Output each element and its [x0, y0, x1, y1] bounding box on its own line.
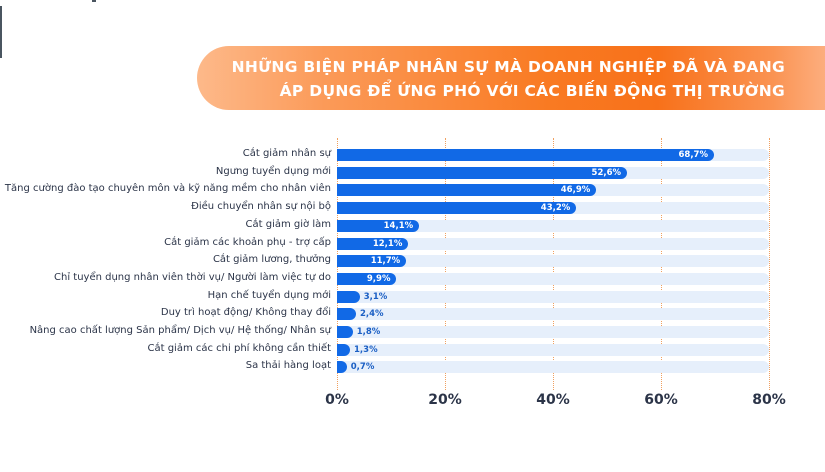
bar-row: Ngưng tuyển dụng mới 52,6% [0, 165, 825, 180]
title-banner: NHỮNG BIỆN PHÁP NHÂN SỰ MÀ DOANH NGHIỆP … [197, 46, 825, 110]
x-axis-tick-label: 0% [325, 392, 349, 408]
value-label: 46,9% [560, 185, 591, 196]
bar-row: Nâng cao chất lượng Sản phẩm/ Dịch vụ/ H… [0, 325, 825, 339]
value-label: 43,2% [540, 203, 571, 214]
bar-row: Điều chuyển nhân sự nội bộ 43,2% [0, 201, 825, 215]
bar-row: Cắt giảm các khoản phụ - trợ cấp 12,1% [0, 236, 825, 251]
category-label: Duy trì hoạt động/ Không thay đổi [160, 307, 331, 319]
bar [337, 326, 353, 338]
title-line-2: ÁP DỤNG ĐỂ ỨNG PHÓ VỚI CÁC BIẾN ĐỘNG THỊ… [279, 82, 785, 100]
category-label: Cắt giảm lương, thưởng [212, 254, 331, 266]
title-line-1: NHỮNG BIỆN PHÁP NHÂN SỰ MÀ DOANH NGHIỆP … [231, 58, 785, 76]
corner-decoration [0, 6, 2, 58]
bar [337, 219, 420, 232]
value-label: 14,1% [383, 220, 414, 231]
category-label: Nâng cao chất lượng Sản phẩm/ Dịch vụ/ H… [29, 325, 331, 336]
bar [337, 184, 597, 197]
category-label: Cắt giảm nhân sự [242, 148, 331, 159]
gridline [769, 138, 770, 390]
category-label: Cắt giảm các chi phí không cần thiết [147, 342, 332, 354]
bar-row: Cắt giảm giờ làm 14,1% [0, 218, 825, 233]
corner-tick-decoration [92, 0, 96, 2]
value-label: 68,7% [678, 150, 708, 160]
category-label: Sa thải hàng loạt [245, 360, 331, 372]
x-axis-tick-label: 20% [428, 392, 462, 408]
value-label: 11,7% [370, 256, 401, 267]
bar-row: Cắt giảm các chi phí không cần thiết 1,3% [0, 342, 825, 357]
bar-track [337, 343, 769, 356]
bar [337, 272, 397, 285]
x-axis-tick-label: 40% [536, 392, 570, 408]
bar [337, 237, 409, 250]
bar-track [337, 272, 769, 285]
bar-track [337, 361, 769, 374]
category-label: Điều chuyển nhân sự nội bộ [191, 201, 331, 213]
category-label: Hạn chế tuyển dụng mới [207, 289, 331, 301]
value-label: 0,7% [350, 362, 375, 373]
value-label: 1,3% [354, 344, 378, 355]
bar-row: Cắt giảm lương, thưởng 11,7% [0, 254, 825, 268]
bar [337, 166, 628, 179]
value-label: 1,8% [356, 327, 381, 337]
bar-row: Chỉ tuyển dụng nhân viên thời vụ/ Người … [0, 271, 825, 286]
category-label: Cắt giảm giờ làm [245, 218, 331, 230]
value-label: 12,1% [372, 238, 403, 249]
bar-row: Duy trì hoạt động/ Không thay đổi 2,4% [0, 307, 825, 321]
bar [337, 149, 714, 161]
bar-track [337, 308, 769, 321]
category-label: Tăng cường đào tạo chuyên môn và kỹ năng… [4, 183, 331, 195]
value-label: 3,1% [363, 291, 388, 302]
bar-row: Hạn chế tuyển dụng mới 3,1% [0, 289, 825, 304]
bar [337, 343, 351, 356]
bar-row: Cắt giảm nhân sự 68,7% [0, 148, 825, 162]
bar-track [337, 219, 769, 232]
value-label: 9,9% [366, 273, 391, 284]
bar [337, 290, 360, 303]
bar-track [337, 255, 769, 268]
bar [337, 361, 347, 374]
bar-track [337, 237, 769, 250]
bar-track [337, 290, 769, 303]
category-label: Cắt giảm các khoản phụ - trợ cấp [164, 236, 331, 248]
category-label: Chỉ tuyển dụng nhân viên thời vụ/ Người … [54, 271, 331, 283]
bar-row: Tăng cường đào tạo chuyên môn và kỹ năng… [0, 183, 825, 197]
bar-track [337, 326, 769, 338]
bar-chart: 0% 20% 40% 60% 80% Cắt giảm nhân sự 68,7% Ngưng… [0, 130, 825, 430]
x-axis-tick-label: 80% [752, 392, 786, 408]
bar-row: Sa thải hàng loạt 0,7% [0, 360, 825, 374]
value-label: 52,6% [591, 167, 622, 178]
bar [337, 202, 577, 215]
bar [337, 308, 356, 321]
value-label: 2,4% [359, 309, 384, 320]
category-label: Ngưng tuyển dụng mới [215, 165, 331, 177]
bar [337, 255, 407, 268]
x-axis-tick-label: 60% [644, 392, 678, 408]
